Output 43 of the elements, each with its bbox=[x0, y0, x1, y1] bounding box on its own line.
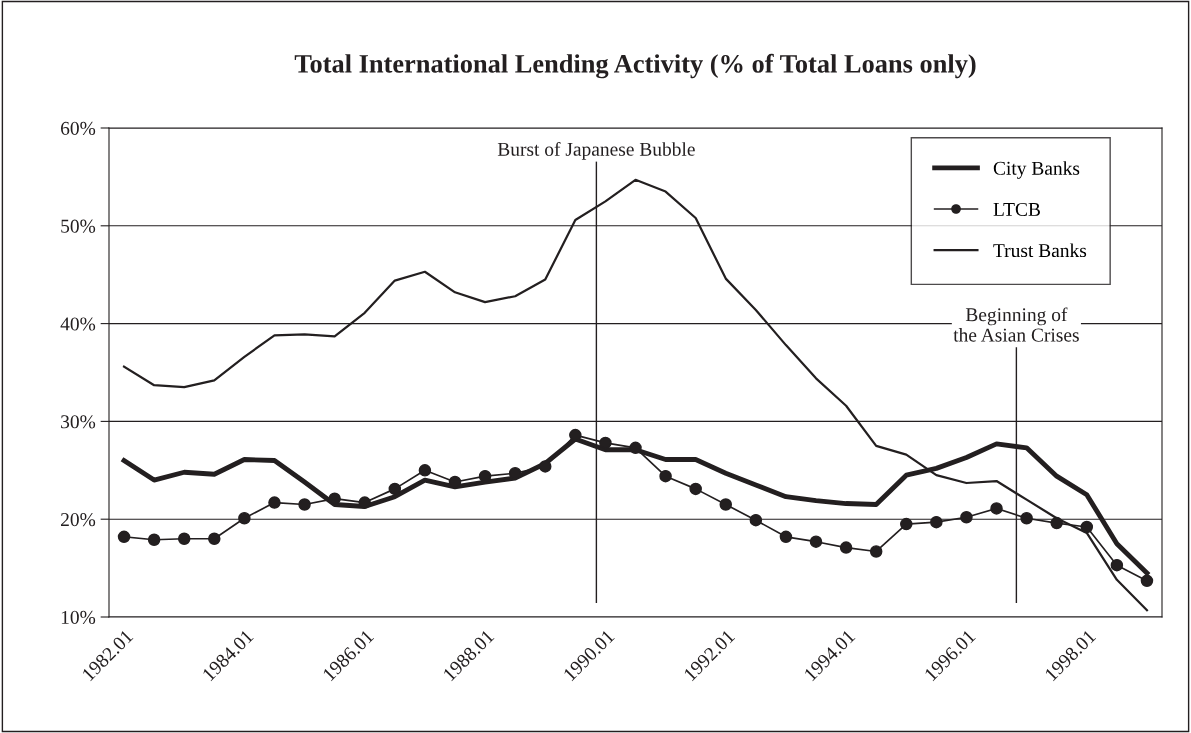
ref-line-label: Burst of Japanese Bubble bbox=[497, 141, 695, 160]
point bbox=[538, 460, 552, 473]
point bbox=[599, 436, 612, 450]
point bbox=[960, 510, 973, 524]
point bbox=[990, 502, 1003, 515]
point bbox=[388, 482, 402, 496]
point bbox=[689, 482, 702, 496]
legend-label: LTCB bbox=[993, 202, 1040, 216]
point bbox=[749, 513, 763, 527]
point bbox=[1140, 574, 1154, 588]
point bbox=[1020, 511, 1033, 525]
point bbox=[1080, 520, 1094, 534]
point bbox=[117, 530, 131, 544]
point bbox=[208, 532, 221, 546]
point bbox=[900, 517, 913, 531]
point bbox=[177, 532, 191, 546]
point bbox=[930, 515, 943, 529]
legend-label: City Banks bbox=[993, 161, 1080, 179]
point bbox=[1110, 558, 1124, 572]
y-tick-label: 10% bbox=[61, 610, 96, 624]
y-tick-label: 20% bbox=[61, 513, 96, 527]
chart-title: Total International Lending Activity (% of Total Loans only) bbox=[294, 53, 976, 79]
point bbox=[659, 469, 672, 483]
y-tick-label: 40% bbox=[60, 317, 96, 331]
point bbox=[629, 441, 642, 455]
point bbox=[268, 496, 281, 509]
point bbox=[779, 530, 793, 544]
point bbox=[358, 496, 371, 509]
point bbox=[418, 464, 432, 477]
point bbox=[298, 498, 311, 511]
point bbox=[238, 511, 251, 525]
point bbox=[809, 535, 823, 548]
y-tick-label: 30% bbox=[61, 415, 96, 429]
legend-label: Trust Banks bbox=[993, 243, 1087, 258]
point bbox=[147, 533, 161, 546]
point bbox=[478, 469, 492, 483]
ref-line-label: Beginning of the Asian Crises bbox=[953, 307, 1079, 342]
y-tick-label: 50% bbox=[61, 219, 96, 233]
point bbox=[869, 545, 883, 558]
point bbox=[839, 541, 853, 554]
point bbox=[1050, 516, 1063, 530]
y-tick-label: 60% bbox=[61, 121, 96, 135]
point bbox=[719, 498, 733, 511]
